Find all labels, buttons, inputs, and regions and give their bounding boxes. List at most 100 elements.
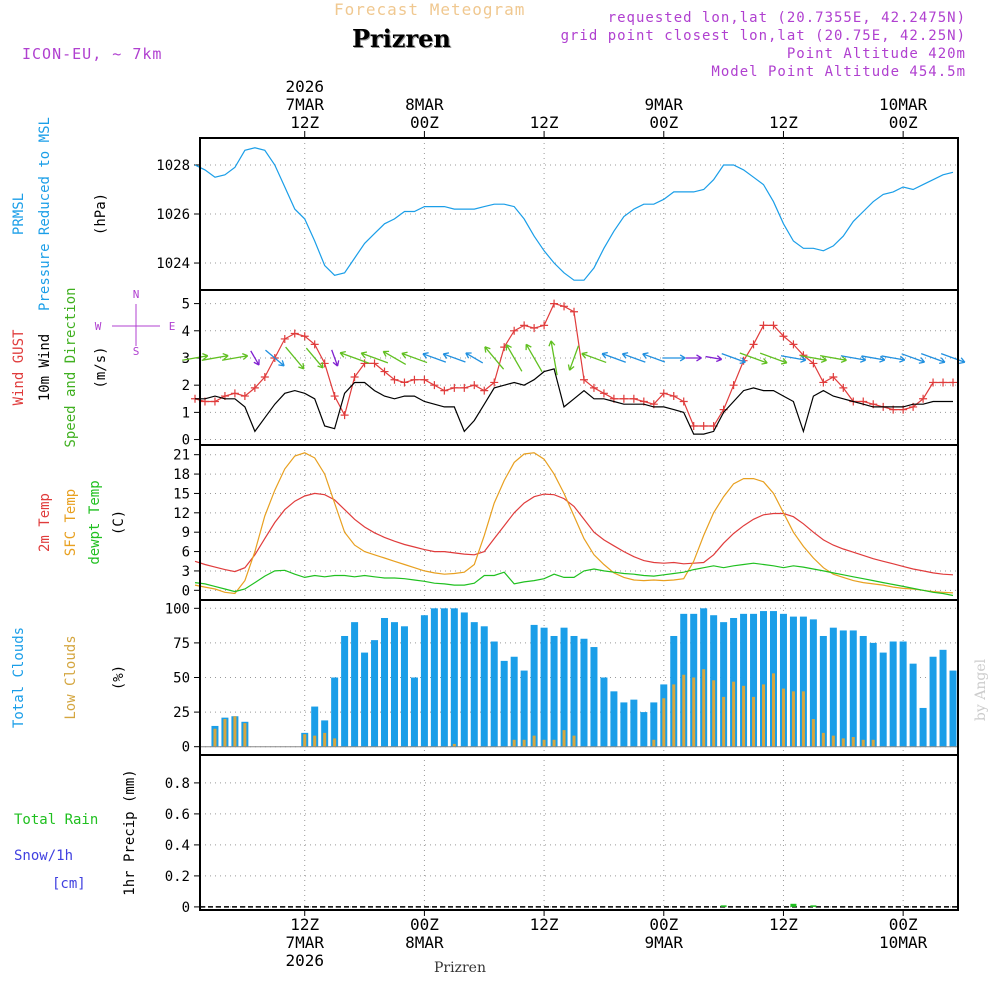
wind-direction-arrow bbox=[484, 346, 505, 370]
top-time-label: 00Z bbox=[889, 113, 918, 132]
low-cloud-bar bbox=[303, 734, 307, 747]
gust-marker bbox=[669, 392, 678, 401]
y-tick-label: 2 bbox=[182, 378, 190, 394]
total-cloud-bar bbox=[760, 611, 768, 747]
top-time-label: 7MAR bbox=[285, 95, 324, 114]
gust-marker bbox=[480, 386, 489, 395]
gust-marker bbox=[659, 389, 668, 398]
total-cloud-bar bbox=[809, 619, 817, 747]
top-time-label: 12Z bbox=[769, 113, 798, 132]
total-cloud-bar bbox=[341, 635, 349, 747]
gust-marker bbox=[829, 373, 838, 382]
total-cloud-bar bbox=[510, 656, 518, 747]
wind-direction-arrow bbox=[360, 351, 389, 364]
gust-marker bbox=[550, 299, 559, 308]
total-cloud-bar bbox=[420, 615, 428, 747]
grid-point-coords: grid point closest lon,lat (20.75E, 42.2… bbox=[560, 28, 966, 44]
total-cloud-bar bbox=[889, 641, 897, 747]
total-cloud-bar bbox=[640, 712, 648, 747]
axis-title: Speed and Direction bbox=[63, 287, 79, 447]
footer-location: Prizren bbox=[434, 960, 486, 976]
bottom-time-label: 12Z bbox=[530, 915, 559, 934]
top-time-label: 12Z bbox=[290, 113, 319, 132]
low-cloud-bar bbox=[572, 735, 576, 747]
wind-gust-line bbox=[194, 302, 953, 427]
dewpt-temp-line bbox=[194, 562, 954, 597]
requested-coords: requested lon,lat (20.7355E, 42.2475N) bbox=[607, 10, 966, 26]
low-cloud-bar bbox=[243, 723, 247, 747]
low-cloud-bar bbox=[452, 743, 456, 747]
axis-title: dewpt Temp bbox=[87, 480, 103, 564]
gust-marker bbox=[210, 397, 219, 406]
gust-marker bbox=[809, 359, 818, 368]
low-cloud-bar bbox=[762, 684, 766, 747]
total-cloud-bar bbox=[440, 608, 448, 747]
total-cloud-bar bbox=[859, 635, 867, 747]
total-cloud-bar bbox=[331, 677, 339, 747]
rain-bar bbox=[810, 905, 817, 907]
credit-watermark: by Angel bbox=[973, 658, 989, 721]
wind-direction-arrow bbox=[901, 353, 926, 364]
y-tick-label: 5 bbox=[182, 297, 190, 313]
total-cloud-bar bbox=[869, 642, 877, 747]
low-cloud-bar bbox=[692, 677, 696, 747]
wind-direction-arrow bbox=[820, 355, 847, 364]
axis-title-rain: Total Rain bbox=[14, 812, 98, 828]
gust-marker bbox=[560, 302, 569, 311]
wind-direction-arrow bbox=[662, 354, 686, 362]
total-cloud-bar bbox=[580, 638, 588, 747]
axis-title: 10m Wind bbox=[37, 334, 53, 401]
panel-frame bbox=[199, 444, 959, 601]
low-cloud-bar bbox=[522, 739, 526, 747]
gust-marker bbox=[230, 389, 239, 398]
total-cloud-bar bbox=[381, 617, 389, 747]
total-cloud-bar bbox=[750, 613, 758, 747]
total-cloud-bar bbox=[939, 649, 947, 747]
y-tick-label: 3 bbox=[182, 564, 190, 580]
gust-marker bbox=[430, 381, 439, 390]
total-cloud-bar bbox=[520, 670, 528, 747]
total-cloud-bar bbox=[909, 663, 917, 747]
model-altitude: Model Point Altitude 454.5m bbox=[711, 64, 966, 80]
wind-direction-arrow bbox=[721, 353, 746, 365]
top-time-label: 00Z bbox=[649, 113, 678, 132]
wind-direction-arrow bbox=[285, 346, 305, 370]
2m-temp-line bbox=[194, 492, 954, 576]
low-cloud-bar bbox=[313, 735, 317, 747]
gust-marker bbox=[619, 394, 628, 403]
y-tick-label: 1028 bbox=[156, 158, 190, 174]
total-cloud-bar bbox=[460, 612, 468, 747]
top-time-label: 10MAR bbox=[879, 95, 928, 114]
total-cloud-bar bbox=[610, 691, 618, 747]
low-cloud-bar bbox=[752, 696, 756, 747]
y-tick-label: 0.2 bbox=[165, 869, 190, 885]
wind-direction-arrow bbox=[305, 347, 324, 369]
rain-bar bbox=[720, 905, 727, 907]
wind-direction-arrow bbox=[601, 351, 626, 363]
model-label: ICON-EU, ~ 7km bbox=[22, 45, 163, 63]
prmsl-line bbox=[194, 147, 954, 281]
panel-temperature: 0 3 6 9 12 15 18 21 2m Temp SFC Temp dewpt Temp (C) bbox=[37, 444, 959, 601]
gust-marker bbox=[789, 340, 798, 349]
total-cloud-bar bbox=[450, 608, 458, 747]
gust-marker bbox=[490, 378, 499, 387]
total-cloud-bar bbox=[400, 626, 408, 747]
low-cloud-bar bbox=[831, 735, 835, 747]
10m-wind-line bbox=[195, 368, 953, 435]
compass-n: N bbox=[133, 288, 140, 301]
total-cloud-bar bbox=[550, 635, 558, 747]
low-cloud-bar bbox=[213, 728, 217, 747]
axis-title-snow: Snow/1h bbox=[14, 848, 73, 864]
total-cloud-bar bbox=[919, 707, 927, 747]
total-cloud-bar bbox=[740, 613, 748, 747]
compass-e: E bbox=[169, 320, 176, 333]
total-cloud-bar bbox=[570, 635, 578, 747]
y-tick-label: 0 bbox=[182, 433, 190, 449]
low-cloud-bar bbox=[861, 739, 865, 747]
gust-marker bbox=[819, 378, 828, 387]
total-cloud-bar bbox=[470, 622, 478, 747]
wind-direction-arrow bbox=[642, 352, 666, 363]
gust-marker bbox=[420, 375, 429, 384]
low-cloud-bar bbox=[662, 698, 666, 747]
